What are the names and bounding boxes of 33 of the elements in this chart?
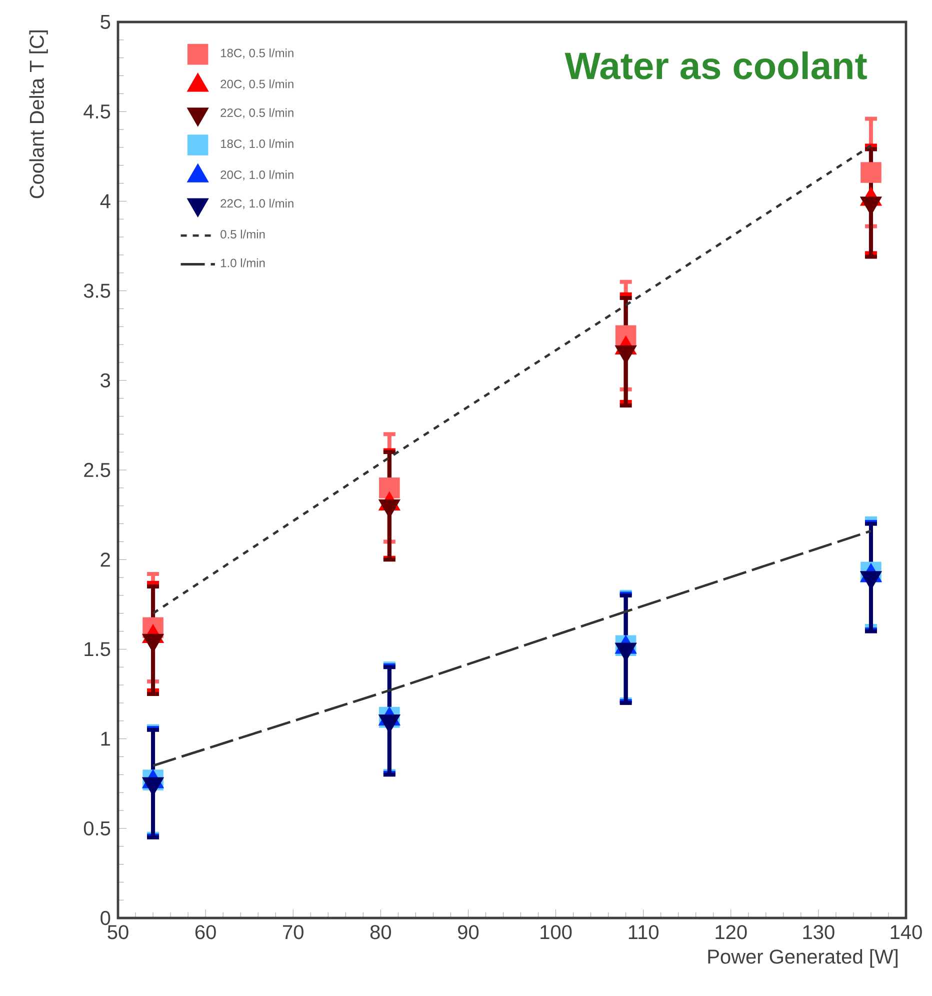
y-tick-label: 2 — [100, 552, 110, 567]
x-tick-label: 140 — [890, 925, 922, 940]
legend-label: 0.5 l/min — [220, 230, 265, 239]
legend-label: 18C, 1.0 l/min — [221, 139, 294, 150]
y-tick-label: 0 — [100, 910, 110, 926]
x-tick-label: 70 — [283, 925, 304, 940]
line-series — [152, 530, 872, 767]
y-tick-label: 2.5 — [84, 462, 110, 478]
x-axis-title: Power Generated [W] — [708, 949, 898, 968]
y-tick-label: 3 — [100, 373, 110, 388]
x-tick-label: 120 — [716, 925, 747, 940]
legend-label: 1.0 l/min — [221, 258, 265, 268]
y-tick-label: 1.5 — [84, 642, 110, 656]
y-tick-label: 1 — [101, 732, 110, 746]
x-tick-label: 90 — [458, 925, 479, 940]
y-tick-label: 4 — [100, 194, 110, 208]
legend-label: 20C, 1.0 l/min — [220, 170, 294, 180]
x-tick-label: 60 — [195, 925, 216, 940]
y-tick-label: 5 — [100, 15, 110, 29]
legend-label: 22C, 0.5 l/min — [220, 108, 294, 118]
x-tick-label: 80 — [370, 925, 392, 940]
legend-label: 20C, 0.5 l/min — [220, 79, 294, 90]
y-axis-title: Coolant Delta T [C] — [29, 30, 48, 198]
legend-label: 18C, 0.5 l/min — [221, 48, 294, 59]
x-tick-label: 130 — [803, 925, 834, 940]
y-tick-label: 0.5 — [84, 821, 110, 836]
annotation: Water as coolant — [564, 51, 867, 80]
x-tick-label: 50 — [108, 925, 128, 940]
y-tick-label: 4.5 — [84, 104, 110, 119]
legend-label: 22C, 1.0 l/min — [220, 198, 294, 210]
y-tick-label: 3.5 — [84, 284, 110, 298]
x-tick-label: 100 — [540, 925, 572, 940]
x-tick-label: 110 — [628, 925, 658, 940]
